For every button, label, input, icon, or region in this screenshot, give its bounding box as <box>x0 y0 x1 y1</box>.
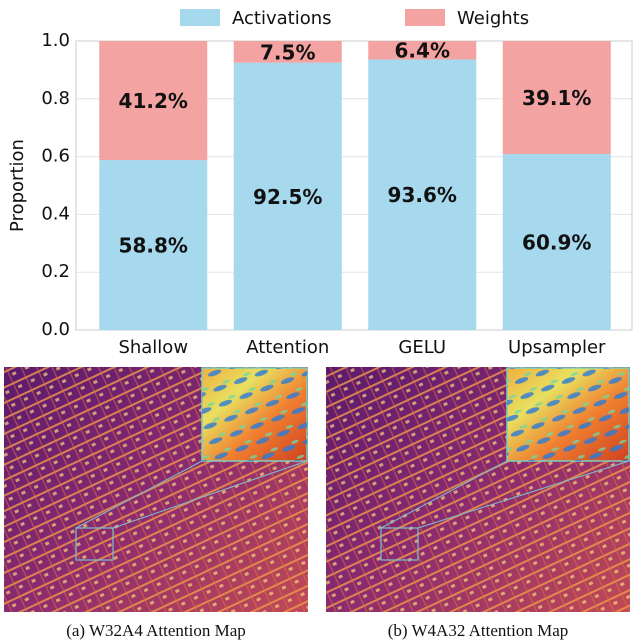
y-axis-label: Proportion <box>7 139 28 232</box>
y-tick-label: 0.8 <box>41 88 70 109</box>
value-label: 60.9% <box>522 230 591 254</box>
legend-label: Activations <box>232 8 332 29</box>
value-label: 41.2% <box>119 89 188 113</box>
y-tick-label: 0.0 <box>41 319 70 340</box>
value-label: 93.6% <box>388 183 457 207</box>
figure: 0.0 0.2 0.4 0.6 0.8 1.0 Proportion Shallow 58.8%… <box>0 0 634 644</box>
value-label: 39.1% <box>522 86 591 110</box>
image-b <box>326 367 630 612</box>
image-a <box>4 367 308 612</box>
value-label: 58.8% <box>119 234 188 258</box>
y-tick-label: 0.6 <box>41 146 70 167</box>
y-tick-label: 0.4 <box>41 203 70 224</box>
x-tick-label: Upsampler <box>508 337 606 358</box>
legend-swatch <box>405 9 445 26</box>
chart: 0.0 0.2 0.4 0.6 0.8 1.0 Proportion Shallow 58.8%… <box>7 8 632 358</box>
value-label: 6.4% <box>395 39 450 63</box>
legend-label: Weights <box>457 8 529 29</box>
legend-swatch <box>180 9 220 26</box>
caption: (a) W32A4 Attention Map <box>66 621 246 640</box>
y-tick-label: 0.2 <box>41 261 70 282</box>
x-tick-label: Shallow <box>118 337 188 358</box>
caption: (b) W4A32 Attention Map <box>388 621 569 640</box>
y-tick-label: 1.0 <box>41 30 70 51</box>
value-label: 7.5% <box>260 40 315 64</box>
value-label: 92.5% <box>253 185 322 209</box>
x-tick-label: GELU <box>398 337 446 358</box>
x-tick-label: Attention <box>246 337 329 358</box>
